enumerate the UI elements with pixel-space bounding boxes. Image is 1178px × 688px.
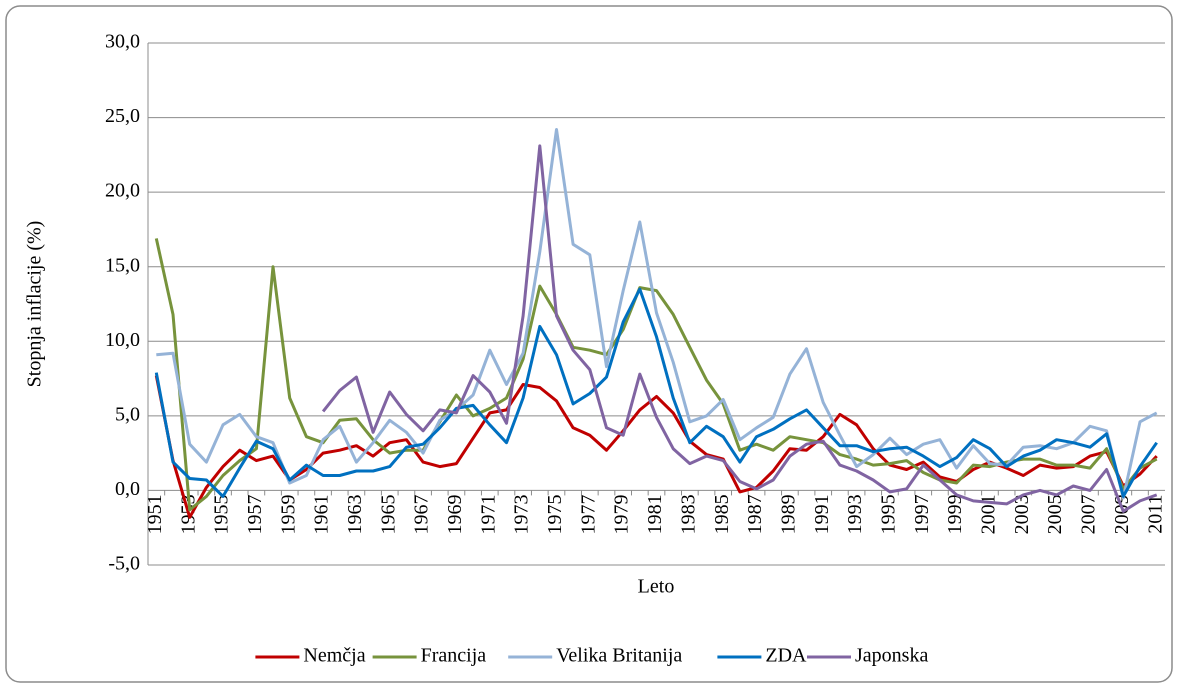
x-tick-label: 1991 (811, 494, 833, 534)
legend-label: Nemčja (303, 645, 365, 667)
x-tick-label: 1971 (477, 494, 499, 534)
x-axis-title: Leto (638, 576, 675, 598)
x-tick-label: 1951 (144, 494, 166, 534)
x-tick-label: 1975 (544, 494, 566, 534)
y-tick-label: 10,0 (105, 329, 140, 351)
x-tick-label: 1961 (311, 494, 333, 534)
x-tick-label: 1999 (944, 494, 966, 534)
legend-label: ZDA (765, 645, 807, 667)
y-tick-label: -5,0 (108, 553, 140, 575)
x-tick-label: 1979 (611, 494, 633, 534)
chart-frame (5, 5, 1173, 683)
x-tick-label: 1989 (777, 494, 799, 534)
x-tick-label: 2009 (1111, 494, 1133, 534)
x-tick-label: 1963 (344, 494, 366, 534)
x-tick-label: 1987 (744, 494, 766, 534)
x-tick-label: 1973 (511, 494, 533, 534)
x-tick-label: 2011 (1144, 494, 1166, 533)
x-tick-label: 1965 (377, 494, 399, 534)
x-tick-label: 2001 (978, 494, 1000, 534)
legend-label: Japonska (855, 645, 928, 667)
y-tick-label: 15,0 (105, 254, 140, 276)
y-tick-label: 0,0 (115, 478, 140, 500)
series-line (156, 128, 1158, 500)
x-tick-label: 2007 (1078, 494, 1100, 534)
x-tick-label: 1955 (211, 494, 233, 534)
y-tick-label: 5,0 (115, 403, 140, 425)
x-tick-label: 1957 (244, 494, 266, 534)
x-tick-label: 1983 (677, 494, 699, 534)
x-tick-label: 1995 (878, 494, 900, 534)
x-tick-label: 2003 (1011, 494, 1033, 534)
y-tick-label: 25,0 (105, 105, 140, 127)
x-tick-label: 1977 (577, 494, 599, 534)
y-axis-title: Stopnja inflacije (%) (24, 221, 46, 388)
legend-label: Velika Britanija (556, 645, 682, 667)
x-tick-label: 1959 (277, 494, 299, 534)
series-line (321, 144, 1158, 513)
x-tick-label: 1969 (444, 494, 466, 534)
legend-label: Francija (421, 645, 487, 667)
x-tick-label: 2005 (1044, 494, 1066, 534)
y-tick-label: 20,0 (105, 180, 140, 202)
x-tick-label: 1985 (711, 494, 733, 534)
x-tick-label: 1967 (411, 494, 433, 534)
x-tick-label: 1981 (644, 494, 666, 534)
series-line (154, 287, 1158, 498)
x-tick-label: 1997 (911, 494, 933, 534)
y-tick-label: 30,0 (105, 31, 140, 53)
x-tick-label: 1993 (844, 494, 866, 534)
